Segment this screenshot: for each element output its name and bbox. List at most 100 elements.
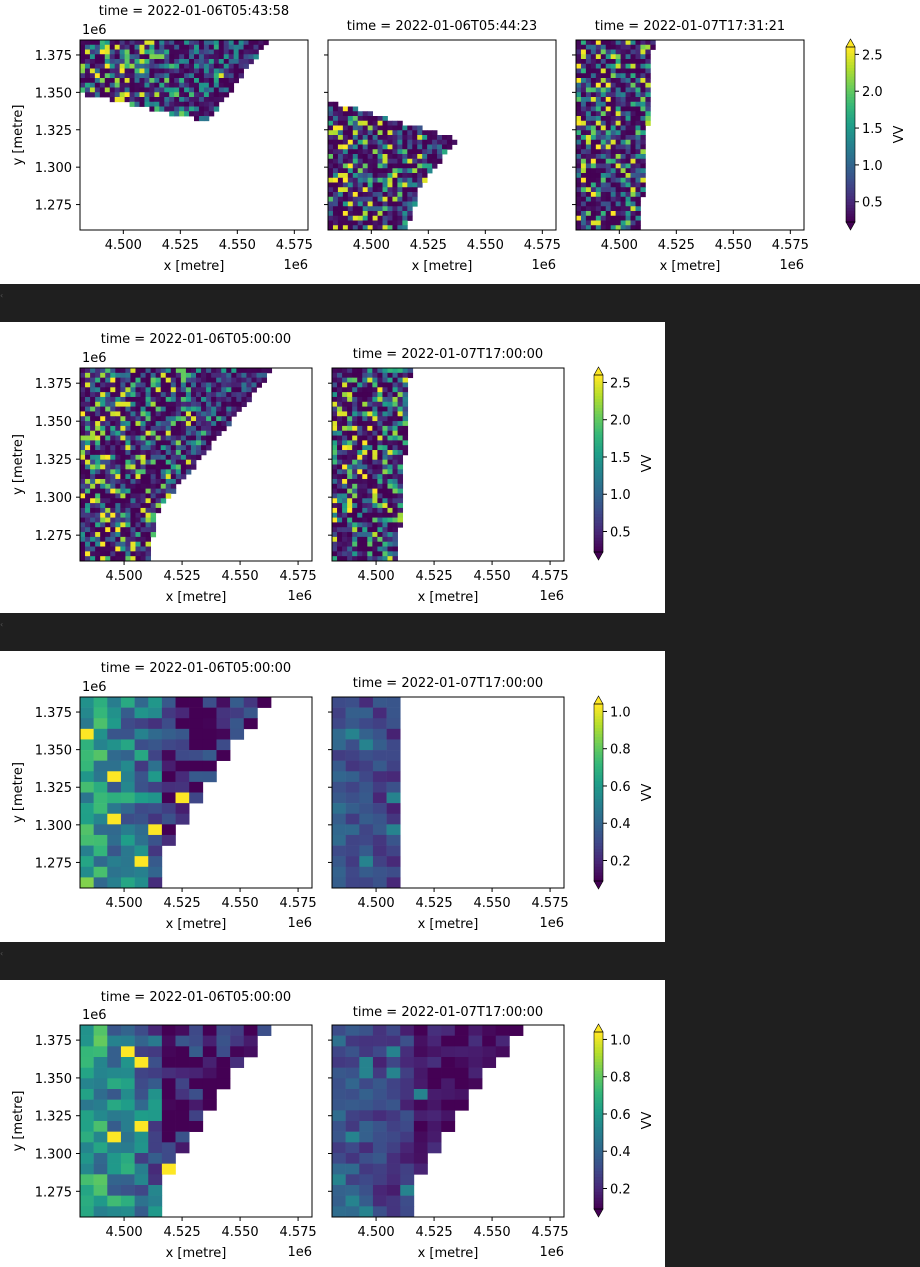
heatmap-cell [605, 206, 612, 212]
heatmap-cell [585, 220, 592, 226]
heatmap-cell [134, 750, 149, 761]
heatmap-cell [332, 1131, 346, 1143]
heatmap-cell [149, 44, 155, 50]
heatmap-cell [359, 697, 374, 708]
heatmap-cell [372, 1121, 387, 1132]
colorbar-segment [846, 122, 855, 127]
heatmap-cell [135, 372, 141, 379]
heatmap-cell [236, 377, 242, 383]
heatmap-cell [201, 368, 207, 374]
heatmap-cell [218, 54, 225, 60]
heatmap-cell [610, 111, 617, 117]
heatmap-cell [120, 707, 135, 719]
heatmap-cell [226, 368, 232, 374]
heatmap-cell [85, 406, 91, 412]
heatmap-cell [372, 866, 387, 878]
colorbar-segment [594, 819, 603, 823]
heatmap-cell [148, 866, 163, 878]
heatmap-cell [150, 478, 157, 485]
heatmap-cell [386, 866, 401, 878]
heatmap-cell [124, 87, 130, 93]
heatmap-cell [359, 728, 374, 740]
heatmap-cell [228, 54, 235, 60]
heatmap-cell [382, 135, 388, 141]
colorbar-extend-min [845, 221, 856, 231]
heatmap-cell [233, 44, 240, 50]
heatmap-cell [357, 459, 363, 465]
heatmap-cell [149, 73, 155, 79]
heatmap-cell [120, 1185, 135, 1196]
heatmap-cell [164, 78, 170, 84]
heatmap-cell [625, 225, 631, 231]
heatmap-cell [352, 546, 358, 552]
heatmap-cell [357, 430, 363, 436]
heatmap-cell [590, 220, 597, 226]
heatmap-cell [161, 813, 176, 825]
heatmap-cell [407, 372, 414, 379]
heatmap-cell [110, 454, 116, 461]
heatmap-cell [130, 522, 136, 528]
heatmap-cell [342, 411, 348, 417]
heatmap-cell [397, 211, 403, 217]
heatmap-cell [625, 182, 631, 188]
heatmap-cell [332, 135, 339, 141]
colorbar-segment [594, 706, 603, 711]
heatmap-cell [397, 522, 404, 528]
heatmap-cell [107, 877, 122, 889]
heatmap-cell [184, 78, 190, 84]
heatmap-cell [115, 406, 121, 412]
heatmap-cell [134, 82, 140, 88]
heatmap-cell [100, 416, 106, 422]
heatmap-cell [231, 401, 237, 408]
y-axis-label: y [metre] [11, 105, 26, 166]
heatmap-cell [635, 101, 641, 107]
heatmap-cell [125, 416, 131, 422]
colorbar-segment [594, 765, 603, 770]
heatmap-cell [342, 158, 349, 164]
heatmap-cell [114, 54, 121, 60]
heatmap-cell [585, 78, 592, 84]
heatmap-cell [130, 396, 136, 403]
heatmap-cell [357, 512, 363, 518]
heatmap-cell [165, 401, 172, 408]
heatmap-cell [382, 196, 388, 202]
heatmap-cell [397, 498, 404, 504]
heatmap-cell [600, 144, 607, 150]
heatmap-cell [170, 469, 177, 475]
heatmap-cell [585, 130, 592, 136]
heatmap-cell [413, 1142, 428, 1154]
heatmap-cell [345, 750, 360, 761]
heatmap-cell [196, 392, 202, 398]
heatmap-cell [635, 120, 641, 126]
colorbar-segment [846, 140, 855, 144]
heatmap-cell [615, 196, 622, 202]
heatmap-cell [402, 130, 408, 136]
heatmap-cell [347, 139, 354, 145]
heatmap-cell [243, 707, 258, 719]
heatmap-cell [107, 1142, 122, 1154]
heatmap-cell [110, 396, 116, 403]
heatmap-cell [110, 372, 116, 379]
heatmap-cell [206, 435, 212, 441]
heatmap-cell [216, 382, 222, 388]
heatmap-cell [387, 177, 393, 183]
heatmap-cell [159, 82, 165, 88]
heatmap-cell [95, 488, 101, 494]
heatmap-cell [580, 49, 587, 55]
heatmap-cell [372, 824, 387, 836]
heatmap-cell [362, 368, 368, 374]
heatmap-cell [120, 1195, 135, 1207]
heatmap-cell [342, 483, 348, 490]
heatmap-cell [372, 474, 378, 480]
heatmap-cell [164, 54, 170, 60]
heatmap-cell [80, 1185, 94, 1196]
heatmap-cell [115, 517, 121, 523]
heatmap-cell [99, 59, 106, 65]
heatmap-cell [115, 507, 121, 514]
heatmap-cell [120, 781, 135, 793]
heatmap-cell [640, 68, 646, 74]
heatmap-cell [600, 173, 607, 179]
heatmap-cell [135, 377, 141, 383]
heatmap-cell [80, 483, 86, 490]
heatmap-cell [387, 483, 393, 490]
